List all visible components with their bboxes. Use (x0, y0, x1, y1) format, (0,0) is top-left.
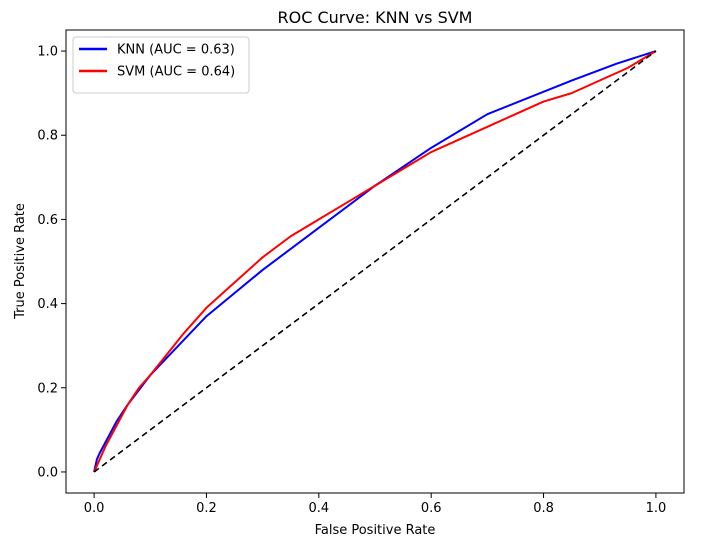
x-axis-label: False Positive Rate (315, 523, 436, 538)
y-tick-label: 0.8 (37, 129, 58, 144)
y-tick-label: 0.6 (37, 213, 58, 228)
diagonal-reference-line (93, 50, 657, 473)
series-line-svm (93, 50, 657, 473)
series-line-knn (93, 50, 657, 473)
x-tick-label: 1.0 (646, 501, 667, 516)
x-tick-label: 0.4 (308, 501, 329, 516)
plot-area (93, 50, 657, 473)
legend-label: KNN (AUC = 0.63) (117, 43, 235, 58)
legend: KNN (AUC = 0.63) SVM (AUC = 0.64) (72, 36, 250, 94)
y-tick-label: 1.0 (37, 45, 58, 60)
ticks: 0.0 0.2 0.4 0.6 0.8 1.0 0.0 0.2 0.4 0.6 0.8 1.0 (37, 45, 666, 516)
axes-frame (65, 29, 685, 494)
x-tick-label: 0.6 (421, 501, 442, 516)
x-tick-label: 0.2 (196, 501, 217, 516)
y-tick-label: 0.2 (37, 381, 58, 396)
y-axis-label: True Positive Rate (13, 203, 28, 320)
y-tick-label: 0.4 (37, 297, 58, 312)
x-tick-label: 0.8 (533, 501, 554, 516)
chart-title: ROC Curve: KNN vs SVM (278, 8, 473, 27)
x-tick-label: 0.0 (84, 501, 105, 516)
legend-label: SVM (AUC = 0.64) (117, 65, 235, 80)
y-tick-label: 0.0 (37, 465, 58, 480)
legend-box (72, 36, 250, 94)
